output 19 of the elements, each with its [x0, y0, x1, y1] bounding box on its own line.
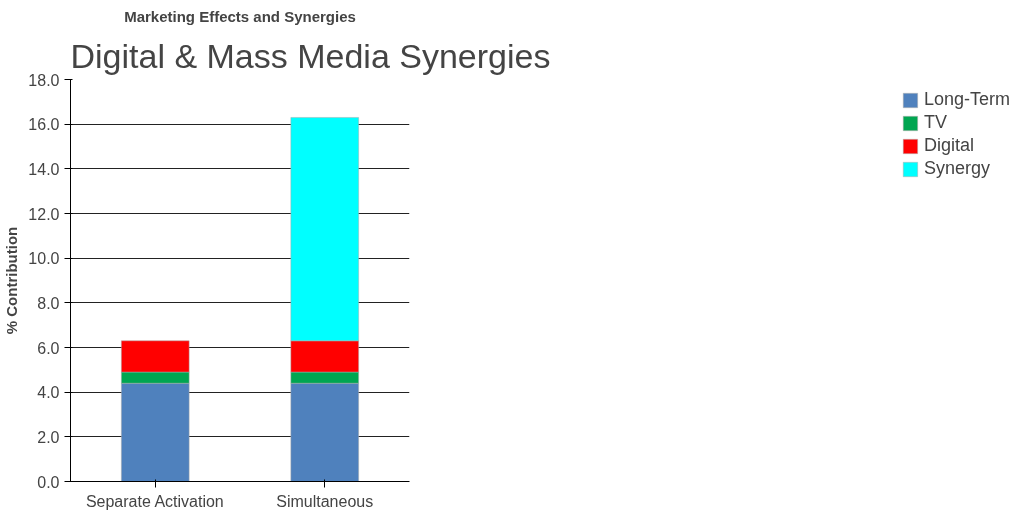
y-tick-label: 12.0 — [28, 205, 60, 223]
chart-subtitle: Marketing Effects and Synergies — [124, 7, 356, 25]
y-tick-label: 18.0 — [28, 71, 60, 89]
x-tick-label: Separate Activation — [85, 492, 224, 510]
y-tick-label: 14.0 — [28, 160, 60, 178]
legend-label: TV — [923, 112, 947, 133]
y-tick-label: 2.0 — [37, 428, 60, 446]
chart-title: Digital & Mass Media Synergies — [70, 36, 551, 75]
y-axis-title: % Contribution — [3, 226, 21, 335]
x-tick-label: Simultaneous — [276, 492, 374, 510]
y-tick-label: 10.0 — [28, 250, 60, 268]
y-tick-label: 0.0 — [37, 473, 60, 491]
y-tick-label: 16.0 — [28, 116, 60, 134]
y-tick-label: 6.0 — [37, 339, 60, 357]
legend-label: Long-Term — [923, 89, 1010, 110]
legend-label: Synergy — [923, 158, 990, 179]
y-tick-label: 4.0 — [37, 384, 60, 402]
y-tick-label: 8.0 — [37, 294, 60, 312]
legend-label: Digital — [923, 135, 974, 156]
